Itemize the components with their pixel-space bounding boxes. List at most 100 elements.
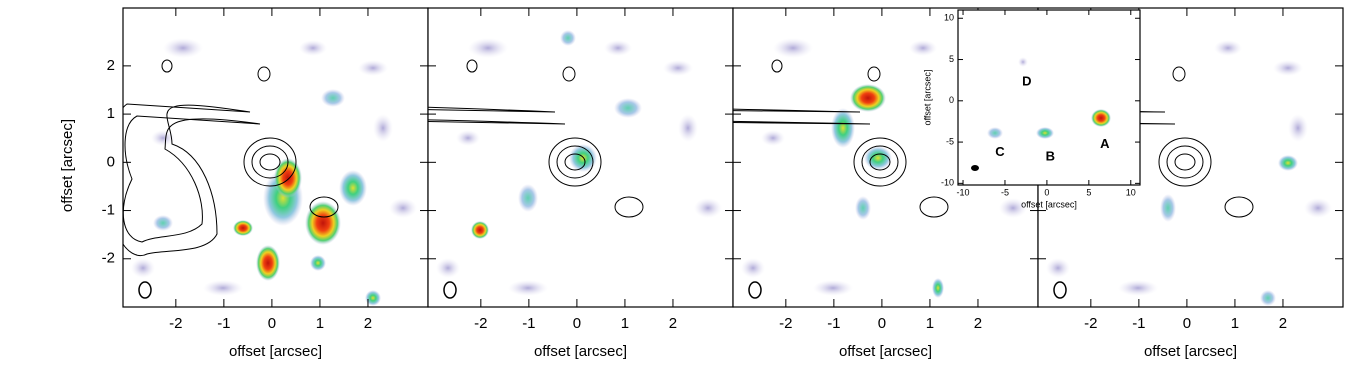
contour [466, 59, 478, 73]
emission-faint [694, 198, 722, 218]
y-tick-label: 2 [107, 57, 115, 74]
x-tick-label: 2 [1279, 315, 1287, 332]
x-tick-label: 2 [669, 315, 677, 332]
emission [932, 278, 944, 298]
x-axis-label: offset [arcsec] [1144, 343, 1237, 360]
x-axis-label: offset [arcsec] [1021, 199, 1077, 209]
emission-faint [203, 280, 243, 296]
emission-faint [508, 280, 548, 296]
contour [161, 59, 173, 73]
x-tick-label: 5 [1086, 187, 1091, 197]
map-image [123, 38, 417, 306]
contour [869, 153, 891, 171]
contour [867, 66, 881, 82]
y-tick-label: -1 [102, 202, 115, 219]
emission [305, 201, 341, 245]
contour [309, 196, 339, 218]
emission-faint [151, 130, 175, 146]
emission [1260, 290, 1276, 306]
source-label: B [1046, 148, 1055, 163]
x-tick-label: 10 [1126, 187, 1136, 197]
emission [1036, 127, 1054, 139]
emission-faint [741, 258, 765, 278]
emission-faint [1046, 258, 1070, 278]
contour [853, 137, 907, 187]
emission-faint [813, 280, 853, 296]
emission-faint [663, 60, 693, 76]
x-tick-label: -10 [957, 187, 970, 197]
y-tick-label: 5 [949, 54, 954, 64]
emission-faint [999, 198, 1027, 218]
x-tick-label: 0 [1183, 315, 1191, 332]
x-tick-label: 0 [268, 315, 276, 332]
x-axis-label: offset [arcsec] [839, 343, 932, 360]
x-tick-label: -1 [217, 315, 230, 332]
map-image [733, 38, 1027, 299]
x-tick-label: -2 [779, 315, 792, 332]
contour [259, 153, 281, 171]
emission-faint [163, 38, 203, 58]
source-label: A [1100, 136, 1110, 151]
emission [339, 170, 367, 206]
emission-faint [604, 40, 632, 56]
contour [1166, 145, 1204, 179]
emission [850, 84, 886, 112]
x-tick-label: 2 [364, 315, 372, 332]
emission [1018, 57, 1028, 67]
emission-faint [773, 38, 813, 58]
emission [153, 215, 173, 231]
contour [919, 196, 949, 218]
x-tick-label: -2 [474, 315, 487, 332]
x-tick-label: 1 [316, 315, 324, 332]
emission-faint [1118, 280, 1158, 296]
emission-faint [389, 198, 417, 218]
beam [971, 165, 979, 171]
y-tick-label: -5 [946, 136, 954, 146]
emission-faint [1288, 114, 1308, 142]
x-tick-label: -2 [1084, 315, 1097, 332]
emission-faint [373, 114, 393, 142]
source-label: C [995, 144, 1005, 159]
source-label: D [1022, 73, 1031, 88]
inset-panel: -10 -5 0 5 10 -10 -5 0 5 10 offset [arcsec] offset … [922, 9, 1141, 209]
x-tick-label: -1 [1132, 315, 1145, 332]
contour [257, 66, 271, 82]
emission-faint [299, 40, 327, 56]
x-tick-label: -1 [522, 315, 535, 332]
x-tick-label: 0 [573, 315, 581, 332]
y-axis-label: offset [arcsec] [922, 70, 932, 126]
emission [855, 196, 871, 220]
emission [560, 30, 576, 46]
contour [243, 137, 297, 187]
emission-faint [1214, 40, 1242, 56]
contour [614, 196, 644, 218]
beam [443, 281, 457, 299]
panel-frame [957, 9, 1141, 186]
emission [310, 255, 326, 271]
contour [1158, 137, 1212, 187]
emission [1091, 109, 1111, 127]
contour [123, 103, 251, 257]
contour [548, 137, 602, 187]
contour [861, 145, 899, 179]
y-tick-label: 10 [944, 13, 954, 23]
emission-faint [1273, 60, 1303, 76]
emission [518, 184, 538, 212]
x-tick-label: -2 [169, 315, 182, 332]
emission-faint [678, 114, 698, 142]
emission-faint [909, 40, 937, 56]
emission-faint [358, 60, 388, 76]
emission [569, 144, 597, 172]
emission [233, 220, 253, 236]
emission [614, 98, 642, 118]
emission [256, 245, 280, 281]
x-axis-label: offset [arcsec] [229, 343, 322, 360]
emission [471, 221, 489, 239]
contour [1172, 66, 1186, 82]
contour [562, 66, 576, 82]
beam [1053, 281, 1067, 299]
beam [138, 281, 152, 299]
map-panel: -2 -1 0 1 2 -2 -1 0 1 2 offset [arcsec] offset [arc… [59, 7, 429, 360]
x-tick-label: 1 [1231, 315, 1239, 332]
